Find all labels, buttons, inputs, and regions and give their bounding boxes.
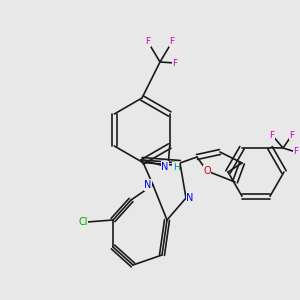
Text: F: F — [172, 58, 178, 68]
Text: F: F — [290, 130, 295, 140]
Text: F: F — [169, 38, 175, 46]
Text: N: N — [161, 162, 169, 172]
Text: F: F — [146, 38, 151, 46]
Text: Cl: Cl — [78, 217, 88, 227]
Text: H: H — [172, 163, 179, 172]
Text: O: O — [203, 166, 211, 176]
Text: N: N — [144, 180, 152, 190]
Text: N: N — [186, 193, 194, 203]
Text: F: F — [269, 130, 275, 140]
Text: F: F — [293, 148, 298, 157]
